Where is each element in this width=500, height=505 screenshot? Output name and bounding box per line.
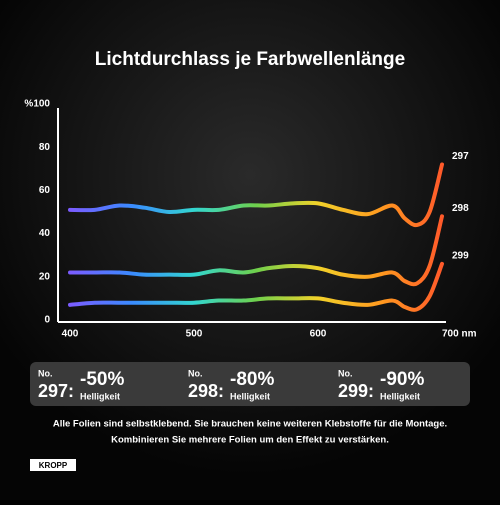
panel-label: No. bbox=[38, 368, 53, 378]
y-tick-label: %100 bbox=[24, 99, 50, 110]
footnote: Alle Folien sind selbstklebend. Sie brau… bbox=[53, 419, 447, 430]
panel-value: -80% bbox=[230, 369, 274, 390]
x-tick-label: 700 nm bbox=[442, 329, 477, 340]
series-line bbox=[68, 162, 444, 228]
panel-number: 297: bbox=[38, 381, 74, 401]
y-tick-label: 60 bbox=[39, 185, 51, 196]
panel-label: No. bbox=[338, 368, 353, 378]
panel-number: 299: bbox=[338, 381, 374, 401]
footnote: Kombinieren Sie mehrere Folien um den Ef… bbox=[111, 435, 389, 446]
y-tick-label: 0 bbox=[44, 315, 50, 326]
panel-unit: Helligkeit bbox=[80, 391, 120, 401]
series-label: 297 bbox=[452, 151, 469, 162]
panel-value: -50% bbox=[80, 369, 124, 390]
y-tick-label: 40 bbox=[39, 228, 51, 239]
series-label: 298 bbox=[452, 203, 469, 214]
panel-number: 298: bbox=[188, 381, 224, 401]
x-tick-label: 400 bbox=[62, 329, 79, 340]
logo: KROPP bbox=[39, 461, 68, 470]
info-panel bbox=[30, 362, 470, 406]
panel-unit: Helligkeit bbox=[380, 391, 420, 401]
panel-label: No. bbox=[188, 368, 203, 378]
y-tick-label: 80 bbox=[39, 142, 51, 153]
series-line bbox=[68, 214, 444, 287]
series-line bbox=[68, 261, 444, 312]
x-tick-label: 500 bbox=[186, 329, 203, 340]
y-tick-label: 20 bbox=[39, 271, 51, 282]
panel-unit: Helligkeit bbox=[230, 391, 270, 401]
logo-box bbox=[30, 459, 76, 471]
chart-title: Lichtdurchlass je Farbwellenlänge bbox=[95, 49, 405, 70]
panel-value: -90% bbox=[380, 369, 424, 390]
x-tick-label: 600 bbox=[310, 329, 327, 340]
series-label: 299 bbox=[452, 250, 469, 261]
